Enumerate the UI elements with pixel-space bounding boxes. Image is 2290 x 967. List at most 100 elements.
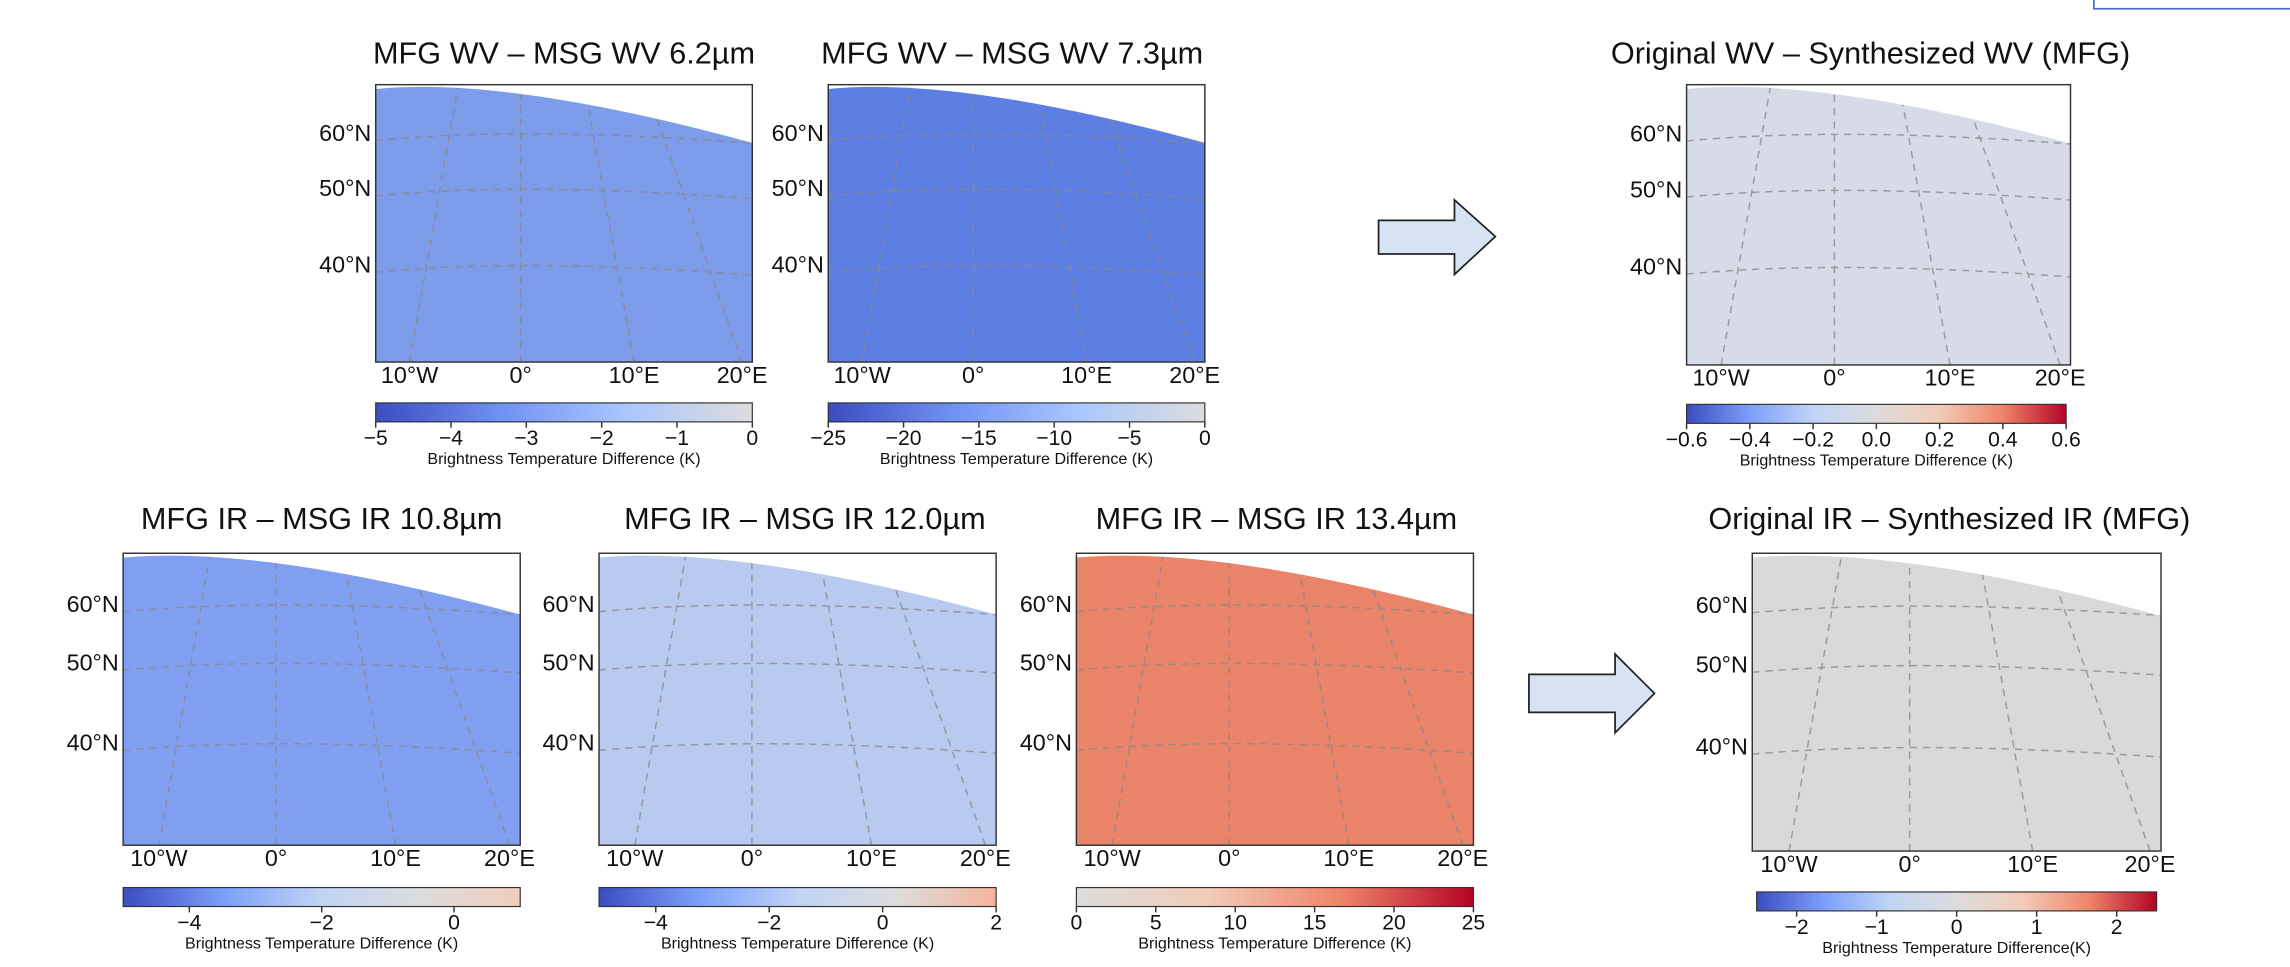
panel-title: MFG WV – MSG WV 7.3µm <box>821 37 1203 71</box>
colorbar <box>827 402 1206 423</box>
longitude-label: 0° <box>741 845 763 871</box>
arrow <box>1377 198 1497 277</box>
colorbar-tick-label: 20 <box>1382 912 1406 935</box>
longitude-line <box>634 555 689 846</box>
colorbar-tick-label: −4 <box>177 912 201 935</box>
latitude-line <box>375 264 753 276</box>
panel-title: MFG IR – MSG IR 10.8µm <box>141 502 503 536</box>
latitude-label: 60°N <box>1696 592 1748 618</box>
panel-title: MFG IR – MSG IR 13.4µm <box>1096 502 1458 536</box>
latitude-line <box>599 604 997 616</box>
latitude-line <box>375 133 753 145</box>
colorbar <box>375 402 753 423</box>
longitude-line <box>1957 86 2061 365</box>
colorbar-tick-label: −5 <box>1117 427 1141 450</box>
colorbar-tick-label: 15 <box>1303 912 1327 935</box>
colorbar-tick-label: −2 <box>757 912 781 935</box>
colorbar-tick-label: 0 <box>877 912 889 935</box>
longitude-line <box>641 86 743 363</box>
graticule <box>1686 86 2071 365</box>
colorbar-tick-label: 0 <box>1070 912 1082 935</box>
map-surface <box>599 555 997 846</box>
longitude-label: 20°E <box>717 362 768 388</box>
colorbar-tick-label: 0.0 <box>1862 428 1891 451</box>
arrow <box>1528 651 1656 735</box>
longitude-label: 20°E <box>960 845 1011 871</box>
colorbar-tick-label: −4 <box>439 427 463 450</box>
graticule <box>1076 555 1474 846</box>
colorbar-tick-label: −3 <box>514 427 538 450</box>
colorbar-tick-label: −1 <box>1865 916 1889 939</box>
colorbar-tick-label: 10 <box>1223 912 1247 935</box>
longitude-line <box>879 555 987 846</box>
map-frame <box>122 552 521 846</box>
longitude-line <box>861 86 913 363</box>
graticule <box>375 86 753 363</box>
latitude-line <box>123 742 521 754</box>
longitude-label: 0° <box>265 845 287 871</box>
colorbar-tick-label: 0 <box>1199 427 1211 450</box>
map-frame <box>1751 552 2162 852</box>
longitude-label: 10°E <box>609 362 660 388</box>
latitude-line <box>1686 133 2071 145</box>
latitude-line <box>1076 662 1474 674</box>
latitude-label: 60°N <box>67 591 119 617</box>
longitude-label: 0° <box>510 362 532 388</box>
latitude-line <box>1686 266 2071 278</box>
latitude-line <box>1752 746 2162 758</box>
corner-box <box>2092 0 2290 10</box>
map-frame <box>598 552 997 846</box>
latitude-label: 50°N <box>772 175 824 201</box>
longitude-label: 10°E <box>2007 851 2058 877</box>
colorbar-tick-label: −25 <box>810 427 846 450</box>
colorbar-tick-label: 0.6 <box>2051 428 2080 451</box>
colorbar-label: Brightness Temperature Difference (K) <box>880 450 1153 468</box>
longitude-label: 20°E <box>2125 851 2176 877</box>
panel-title: Original IR – Synthesized IR (MFG) <box>1708 502 2190 536</box>
map-frame <box>374 83 754 363</box>
latitude-line <box>828 264 1205 276</box>
longitude-line <box>582 86 635 363</box>
graticule <box>828 86 1205 363</box>
colorbar-tick-label: −0.4 <box>1729 428 1771 451</box>
longitude-label: 10°W <box>381 362 438 388</box>
map-surface <box>123 555 521 846</box>
longitude-label: 0° <box>962 362 984 388</box>
latitude-line <box>828 188 1205 200</box>
colorbar-label: Brightness Temperature Difference (K) <box>661 935 934 953</box>
longitude-label: 10°E <box>1323 845 1374 871</box>
latitude-label: 50°N <box>542 649 594 675</box>
colorbar-tick-label: 0.4 <box>1988 428 2018 451</box>
map-frame <box>827 83 1206 363</box>
latitude-line <box>599 742 997 754</box>
latitude-label: 40°N <box>1630 253 1682 279</box>
colorbar-tick-label: 0.2 <box>1925 428 1954 451</box>
longitude-line <box>403 555 511 846</box>
latitude-label: 40°N <box>319 252 371 278</box>
graticule <box>123 555 521 846</box>
colorbar <box>598 886 997 908</box>
colorbar-tick-label: −15 <box>961 427 997 450</box>
longitude-line <box>1356 555 1464 846</box>
colorbar-tick-label: 2 <box>990 912 1002 935</box>
longitude-label: 10°E <box>846 845 897 871</box>
colorbar-tick-label: −0.6 <box>1666 428 1708 451</box>
colorbar-label: Brightness Temperature Difference (K) <box>1138 935 1411 953</box>
longitude-line <box>341 555 397 846</box>
longitude-line <box>1034 86 1088 363</box>
longitude-label: 0° <box>1823 365 1845 391</box>
colorbar-label: Brightness Temperature Difference (K) <box>1740 452 2013 470</box>
map-surface <box>1752 555 2162 852</box>
colorbar <box>1756 891 2158 912</box>
longitude-line <box>158 555 213 846</box>
latitude-label: 50°N <box>67 649 119 675</box>
longitude-line <box>1111 555 1166 846</box>
latitude-label: 60°N <box>542 591 594 617</box>
map-surface <box>1076 555 1474 846</box>
longitude-label: 20°E <box>484 845 535 871</box>
colorbar-tick-label: −2 <box>310 912 334 935</box>
longitude-label: 10°W <box>130 845 187 871</box>
longitude-label: 10°E <box>1061 362 1112 388</box>
colorbar-tick-label: −4 <box>644 912 668 935</box>
